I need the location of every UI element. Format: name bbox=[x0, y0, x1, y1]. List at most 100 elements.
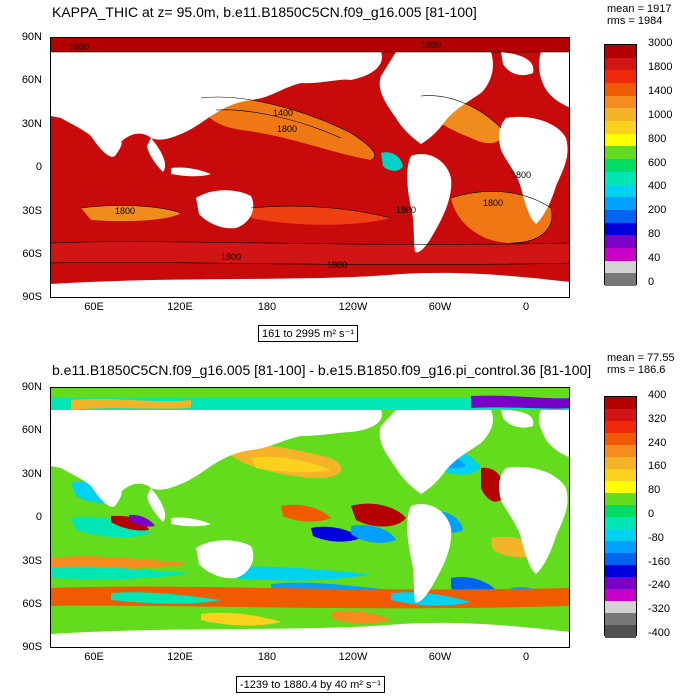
colorbar-swatch bbox=[605, 457, 636, 470]
panel2-lon-label: 60W bbox=[428, 651, 452, 663]
colorbar-label: 200 bbox=[648, 204, 667, 217]
colorbar-swatch bbox=[605, 222, 636, 236]
colorbar-swatch bbox=[605, 481, 636, 494]
colorbar-label: 240 bbox=[648, 436, 667, 449]
panel2-lon-label: 180 bbox=[257, 651, 277, 663]
colorbar-swatch bbox=[605, 83, 636, 97]
contour-label: 1400 bbox=[273, 108, 293, 118]
panel2-lat-label: 90N bbox=[21, 381, 42, 393]
contour-label: 1800 bbox=[277, 124, 297, 134]
panel2-mean: mean = 77.55 bbox=[607, 352, 675, 364]
panel2-anomaly-patches bbox=[51, 395, 569, 626]
colorbar-swatch bbox=[605, 553, 636, 566]
panel1-contour-labels: 1800 1800 1400 1800 1800 1800 1800 1800 … bbox=[69, 40, 531, 270]
colorbar-swatch bbox=[605, 445, 636, 458]
panel1-southern-ocean-band bbox=[51, 241, 569, 265]
panel1-lat-label: 30N bbox=[21, 118, 42, 130]
colorbar-swatch bbox=[605, 184, 636, 198]
panel2-lat-label: 90S bbox=[22, 641, 42, 653]
panel1-rms: rms = 1984 bbox=[607, 15, 663, 27]
panel1-south-indian-band bbox=[81, 205, 181, 222]
colorbar-swatch bbox=[605, 421, 636, 434]
colorbar-swatch bbox=[605, 260, 636, 274]
panel2-lat-label: 30S bbox=[22, 555, 42, 567]
panel2-land bbox=[51, 410, 569, 647]
colorbar-label: 80 bbox=[648, 228, 661, 241]
colorbar-label: 400 bbox=[648, 389, 667, 401]
colorbar-swatch bbox=[605, 541, 636, 554]
panel1-east-pacific-cyan bbox=[381, 152, 403, 171]
panel1-colorbar bbox=[604, 44, 637, 287]
panel2-lon-label: 0 bbox=[522, 651, 530, 663]
panel2-lat-label: 0 bbox=[35, 511, 42, 523]
panel2-lon-label: 120E bbox=[167, 651, 193, 663]
panel2-rms: rms = 186.6 bbox=[607, 364, 666, 376]
colorbar-label: -240 bbox=[648, 579, 671, 592]
panel1-lon-label: 120E bbox=[167, 301, 193, 313]
panel2-colorbar bbox=[604, 396, 637, 638]
contour-label: 1800 bbox=[483, 198, 503, 208]
colorbar-swatch bbox=[605, 45, 636, 59]
contour-label: 1800 bbox=[327, 260, 347, 270]
colorbar-label: 600 bbox=[648, 156, 667, 169]
colorbar-swatch bbox=[605, 70, 636, 84]
colorbar-swatch bbox=[605, 565, 636, 578]
colorbar-swatch bbox=[605, 589, 636, 602]
contour-label: 1800 bbox=[221, 252, 241, 262]
panel1-map-svg: 1800 1800 1400 1800 1800 1800 1800 1800 … bbox=[51, 38, 569, 297]
colorbar-label: 40 bbox=[648, 252, 661, 265]
colorbar-swatch bbox=[605, 121, 636, 135]
colorbar-label: 1000 bbox=[648, 108, 673, 121]
contour-label: 1800 bbox=[421, 40, 441, 50]
colorbar-swatch bbox=[605, 146, 636, 160]
panel1-south-pacific-band bbox=[251, 206, 391, 225]
panel1-map: 1800 1800 1400 1800 1800 1800 1800 1800 … bbox=[50, 37, 570, 298]
colorbar-swatch bbox=[605, 505, 636, 518]
colorbar-swatch bbox=[605, 209, 636, 224]
panel1-lon-label: 60W bbox=[428, 301, 452, 313]
panel2-lat-label: 60S bbox=[22, 598, 42, 610]
panel1-lon-label: 0 bbox=[522, 301, 530, 313]
colorbar-swatch bbox=[605, 57, 636, 71]
colorbar-swatch bbox=[605, 159, 636, 173]
panel1-north-pacific-gyre bbox=[201, 97, 375, 160]
panel2-lon-label: 120W bbox=[338, 651, 368, 663]
panel1-lat-label: 30S bbox=[22, 205, 42, 217]
colorbar-swatch bbox=[605, 273, 636, 287]
colorbar-label: 800 bbox=[648, 132, 667, 145]
panel2-lat-label: 60N bbox=[21, 424, 42, 436]
colorbar-swatch bbox=[605, 247, 636, 262]
colorbar-label: 0 bbox=[648, 276, 655, 288]
contour-label: 1800 bbox=[115, 206, 135, 216]
colorbar-swatch bbox=[605, 95, 636, 109]
colorbar-label: 1800 bbox=[648, 60, 673, 73]
panel1-title: KAPPA_THIC at z= 95.0m, b.e11.B1850C5CN.… bbox=[52, 4, 477, 20]
panel2-map bbox=[50, 387, 570, 648]
colorbar-label: 1400 bbox=[648, 84, 673, 97]
colorbar-label: 160 bbox=[648, 460, 667, 473]
colorbar-swatch bbox=[605, 613, 636, 626]
panel1-lat-label: 90N bbox=[21, 31, 42, 43]
colorbar-label: 80 bbox=[648, 484, 661, 497]
colorbar-label: -160 bbox=[648, 555, 671, 568]
colorbar-swatch bbox=[605, 517, 636, 530]
panel1-contours bbox=[51, 51, 569, 265]
panel2-lon-label: 60E bbox=[84, 651, 104, 663]
panel1-lon-label: 120W bbox=[338, 301, 368, 313]
panel2-lat-label: 30N bbox=[21, 468, 42, 480]
panel1-lat-label: 90S bbox=[22, 291, 42, 303]
contour-label: 1800 bbox=[396, 205, 416, 215]
colorbar-swatch bbox=[605, 133, 636, 147]
panel2-range-box: -1239 to 1880.4 by 40 m² s⁻¹ bbox=[236, 676, 385, 693]
panel1-lat-label: 60S bbox=[22, 248, 42, 260]
panel1-lon-label: 60E bbox=[84, 301, 104, 313]
colorbar-swatch bbox=[605, 108, 636, 122]
colorbar-swatch bbox=[605, 197, 636, 211]
colorbar-label: -80 bbox=[648, 531, 664, 544]
panel1-range-box: 161 to 2995 m² s⁻¹ bbox=[258, 325, 359, 342]
colorbar-label: 3000 bbox=[648, 37, 673, 49]
panel2-title: b.e11.B1850C5CN.f09_g16.005 [81-100] - b… bbox=[52, 362, 592, 378]
colorbar-label: -400 bbox=[648, 627, 671, 639]
contour-label: 1800 bbox=[511, 170, 531, 180]
colorbar-swatch bbox=[605, 397, 636, 410]
